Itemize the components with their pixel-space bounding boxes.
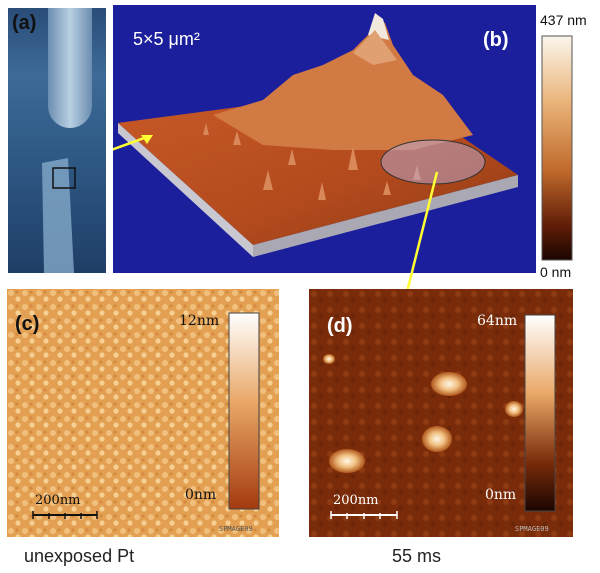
colorbar-b-max: 437 nm	[540, 12, 587, 28]
afm-3d-panel: 5×5 μm² (b)	[113, 5, 536, 273]
watermark-c: SPMAGE09	[219, 525, 253, 533]
panel-d-label: (d)	[327, 315, 353, 338]
optical-micrograph-panel: (a)	[8, 8, 106, 273]
scan-area-label: 5×5 μm²	[133, 29, 200, 50]
colorbar-d-min: 0nm	[485, 487, 516, 503]
panel-b-label: (b)	[483, 29, 509, 52]
colorbar-c-min: 0nm	[185, 487, 216, 503]
afm-unexposed-panel: (c) 12nm 0nm 200nm SPMAGE09	[7, 289, 279, 537]
watermark-d: SPMAGE09	[515, 525, 549, 533]
panel-a-label: (a)	[12, 12, 36, 35]
scalebar-c-label: 200nm	[35, 493, 81, 508]
caption-55ms: 55 ms	[392, 546, 441, 567]
colorbar-b-min: 0 nm	[540, 264, 571, 280]
colorbar-d-max: 64nm	[477, 313, 517, 329]
panel-c-label: (c)	[15, 313, 39, 336]
afm-55ms-panel: (d) 64nm 0nm 200nm SPMAGE09	[309, 289, 573, 537]
optical-micrograph	[8, 8, 106, 273]
height-colorbar-b	[540, 34, 580, 264]
caption-unexposed: unexposed Pt	[24, 546, 134, 567]
colorbar-c-max: 12nm	[179, 313, 219, 329]
scalebar-d-label: 200nm	[333, 493, 379, 508]
